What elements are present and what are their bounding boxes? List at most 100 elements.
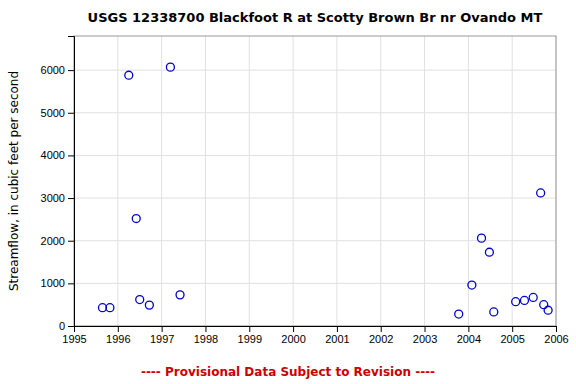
tick: 2005 bbox=[500, 326, 524, 345]
tick-mark bbox=[68, 113, 74, 114]
tick-label: 1000 bbox=[41, 277, 65, 289]
tick-label: 3000 bbox=[41, 192, 65, 204]
axis-line bbox=[68, 37, 75, 327]
grid-line bbox=[424, 36, 425, 326]
tick-mark bbox=[68, 198, 74, 199]
tick-label: 6000 bbox=[41, 64, 65, 76]
point bbox=[478, 234, 486, 242]
tick-label: 1999 bbox=[238, 333, 262, 345]
tick: 2003 bbox=[413, 326, 437, 345]
tick: 1996 bbox=[106, 326, 130, 345]
grid-line bbox=[293, 36, 294, 326]
grid-line bbox=[74, 70, 556, 71]
tick: 2006 bbox=[544, 326, 568, 345]
tick-label: 2000 bbox=[281, 333, 305, 345]
point bbox=[125, 71, 133, 79]
tick-mark bbox=[118, 326, 119, 332]
tick: 2000 bbox=[41, 235, 74, 247]
grid-line bbox=[380, 36, 381, 326]
points bbox=[98, 63, 552, 318]
tick-mark bbox=[293, 326, 294, 332]
tick-label: 1996 bbox=[106, 333, 130, 345]
point bbox=[132, 215, 140, 223]
tick-label: 0 bbox=[59, 320, 65, 332]
point bbox=[106, 304, 114, 312]
grid-line bbox=[512, 36, 513, 326]
y-axis-title: Streamflow, in cubic feet per second bbox=[7, 71, 21, 291]
grid-line bbox=[336, 36, 337, 326]
tick: 4000 bbox=[41, 149, 74, 161]
tick-label: 2003 bbox=[413, 333, 437, 345]
tick: 1999 bbox=[238, 326, 262, 345]
grid-line bbox=[74, 198, 556, 199]
tick-label: 2006 bbox=[544, 333, 568, 345]
point bbox=[98, 304, 106, 312]
tick-label: 2002 bbox=[369, 333, 393, 345]
point bbox=[529, 293, 537, 301]
tick-mark bbox=[68, 70, 74, 71]
tick: 1995 bbox=[62, 326, 86, 345]
tick-label: 2000 bbox=[41, 235, 65, 247]
tick: 2002 bbox=[369, 326, 393, 345]
grid-line bbox=[205, 36, 206, 326]
tick-mark bbox=[68, 241, 74, 242]
tick-label: 2001 bbox=[325, 333, 349, 345]
point bbox=[540, 301, 548, 309]
tick-label: 2004 bbox=[457, 333, 481, 345]
tick-mark bbox=[468, 326, 469, 332]
grid-line bbox=[74, 283, 556, 284]
tick-mark bbox=[68, 155, 74, 156]
tick-label: 4000 bbox=[41, 149, 65, 161]
tick-mark bbox=[249, 326, 250, 332]
point bbox=[176, 291, 184, 299]
grid bbox=[74, 36, 556, 326]
x-axis: 1995 1996 1997 1998 1999 2000 2001 2002 2003 2004… bbox=[62, 326, 568, 345]
tick: 1000 bbox=[41, 277, 74, 289]
point bbox=[520, 296, 528, 304]
tick-mark bbox=[205, 326, 206, 332]
point bbox=[468, 281, 476, 289]
tick-mark bbox=[556, 326, 557, 332]
tick: 0 bbox=[59, 320, 74, 332]
grid-line bbox=[161, 36, 162, 326]
tick-mark bbox=[68, 326, 74, 327]
grid-line bbox=[74, 112, 556, 113]
tick-label: 5000 bbox=[41, 107, 65, 119]
point bbox=[455, 310, 463, 318]
grid-line bbox=[249, 36, 250, 326]
grid-line bbox=[117, 36, 118, 326]
point bbox=[485, 248, 493, 256]
point bbox=[544, 306, 552, 314]
point bbox=[512, 298, 520, 306]
tick: 5000 bbox=[41, 107, 74, 119]
title: USGS 12338700 Blackfoot R at Scotty Brow… bbox=[88, 10, 543, 25]
chart: 1995 1996 1997 1998 1999 2000 2001 2002 2003 2004… bbox=[0, 0, 576, 384]
tick: 2004 bbox=[457, 326, 481, 345]
tick: 1998 bbox=[194, 326, 218, 345]
tick-mark bbox=[425, 326, 426, 332]
tick: 6000 bbox=[41, 64, 74, 76]
tick-mark bbox=[381, 326, 382, 332]
point bbox=[537, 189, 545, 197]
point bbox=[166, 63, 174, 71]
point bbox=[490, 308, 498, 316]
y-axis: 0 1000 2000 3000 4000 5000 6000 bbox=[41, 37, 75, 333]
plot-frame bbox=[74, 36, 556, 326]
footnote: ---- Provisional Data Subject to Revisio… bbox=[141, 365, 435, 379]
tick-mark bbox=[337, 326, 338, 332]
tick-mark bbox=[68, 283, 74, 284]
tick: 2000 bbox=[281, 326, 305, 345]
tick-mark bbox=[512, 326, 513, 332]
tick: 2001 bbox=[325, 326, 349, 345]
tick-label: 2005 bbox=[500, 333, 524, 345]
tick-label: 1998 bbox=[194, 333, 218, 345]
tick-mark bbox=[162, 326, 163, 332]
grid-line bbox=[74, 155, 556, 156]
tick-label: 1997 bbox=[150, 333, 174, 345]
point bbox=[145, 301, 153, 309]
tick: 1997 bbox=[150, 326, 174, 345]
axis-line bbox=[75, 327, 557, 333]
tick-label: 1995 bbox=[62, 333, 86, 345]
tick: 3000 bbox=[41, 192, 74, 204]
point bbox=[136, 296, 144, 304]
